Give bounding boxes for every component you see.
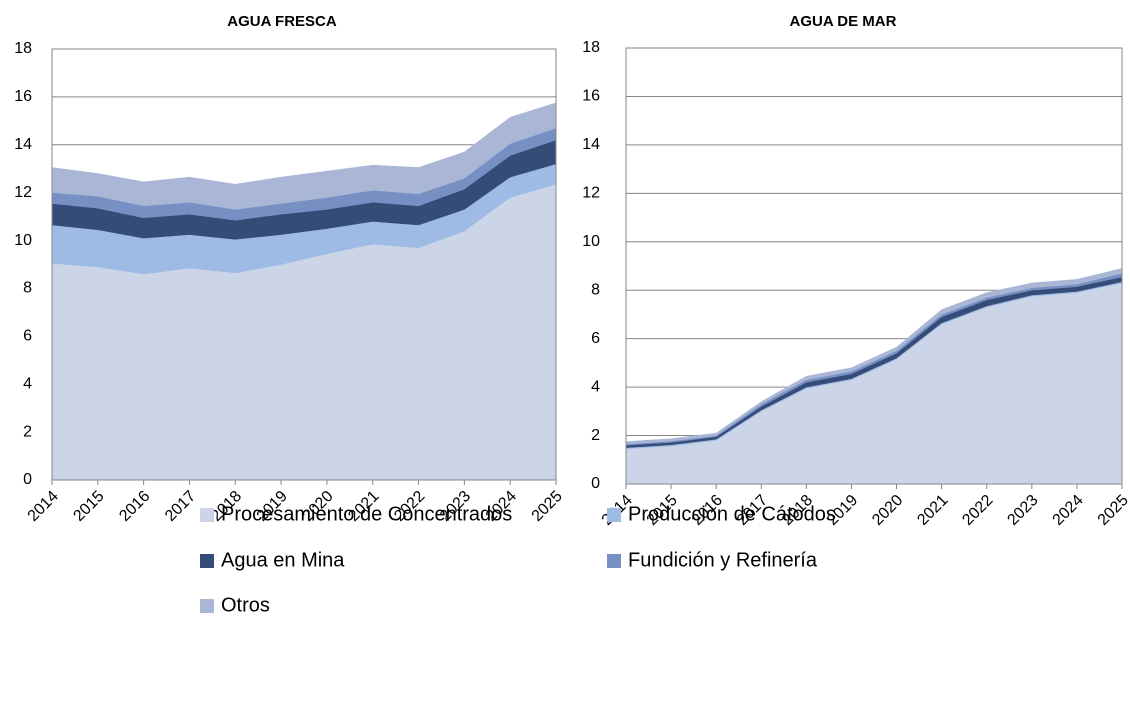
x-tick-label: 2014 — [25, 488, 62, 525]
plot-border — [625, 47, 1123, 485]
x-tick-label: 2021 — [914, 492, 951, 529]
y-tick-label: 6 — [591, 330, 600, 347]
y-tick-label: 2 — [591, 427, 600, 444]
y-tick-label: 18 — [14, 40, 32, 57]
legend-label: Otros — [221, 594, 270, 616]
y-tick-label: 18 — [582, 39, 600, 56]
chart-title: AGUA FRESCA — [227, 13, 337, 30]
x-tick-label: 2015 — [70, 488, 107, 525]
y-tick-label: 16 — [582, 88, 600, 105]
legend-swatch — [200, 554, 214, 568]
legend-label: Procesamiento de Concentrados — [221, 503, 512, 525]
y-tick-label: 8 — [23, 280, 32, 297]
x-tick-label: 2025 — [1095, 492, 1130, 529]
legend-label: Produccion de Cátodos — [628, 503, 836, 525]
chart-title: AGUA DE MAR — [790, 13, 897, 30]
legend-label: Agua en Mina — [221, 549, 345, 571]
x-tick-label: 2017 — [162, 488, 199, 525]
y-tick-label: 10 — [582, 233, 600, 250]
y-tick-label: 10 — [14, 232, 32, 249]
x-tick-label: 2016 — [116, 488, 153, 525]
y-tick-label: 2 — [23, 423, 32, 440]
legend-swatch — [200, 599, 214, 613]
legend-swatch — [607, 508, 621, 522]
y-tick-label: 14 — [582, 136, 600, 153]
y-tick-label: 12 — [582, 185, 600, 202]
y-tick-label: 14 — [14, 136, 32, 153]
y-tick-label: 6 — [23, 328, 32, 345]
x-tick-label: 2025 — [529, 488, 566, 525]
y-tick-label: 8 — [591, 281, 600, 298]
y-tick-label: 16 — [14, 88, 32, 105]
y-tick-label: 0 — [23, 471, 32, 488]
y-tick-label: 0 — [591, 475, 600, 492]
x-tick-label: 2023 — [1004, 492, 1041, 529]
plot-border — [51, 48, 557, 481]
x-tick-label: 2020 — [869, 492, 906, 529]
x-tick-label: 2024 — [1050, 492, 1087, 529]
y-tick-label: 12 — [14, 184, 32, 201]
y-tick-label: 4 — [591, 378, 600, 395]
x-tick-label: 2022 — [959, 492, 996, 529]
area: Procesamiento de Concentrados — [625, 282, 1123, 485]
legend-label: Fundición y Refinería — [628, 549, 818, 571]
legend-swatch — [607, 554, 621, 568]
y-tick-label: 4 — [23, 375, 32, 392]
legend-swatch — [200, 508, 214, 522]
